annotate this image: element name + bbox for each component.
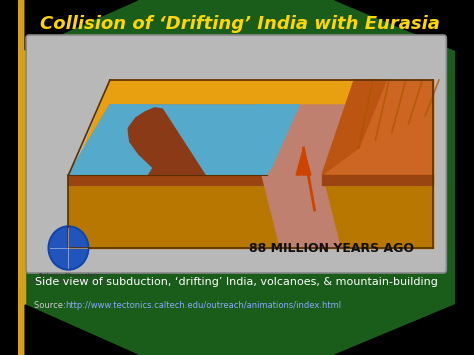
Polygon shape — [154, 105, 299, 175]
Text: Side view of subduction, ‘drifting’ India, volcanoes, & mountain-building: Side view of subduction, ‘drifting’ Indi… — [35, 277, 438, 287]
Polygon shape — [68, 175, 266, 185]
Polygon shape — [296, 148, 311, 175]
Bar — [18, 0, 25, 355]
Circle shape — [48, 226, 89, 270]
Polygon shape — [68, 80, 432, 185]
Text: 88 MILLION YEARS AGO: 88 MILLION YEARS AGO — [249, 241, 414, 255]
Polygon shape — [68, 105, 154, 175]
Polygon shape — [322, 175, 432, 185]
Polygon shape — [68, 185, 432, 248]
Text: Tectonics Observatory: Tectonics Observatory — [38, 273, 99, 278]
Polygon shape — [68, 105, 299, 175]
Polygon shape — [25, 0, 137, 50]
Text: http://www.tectonics.caltech.edu/outreach/animations/index.html: http://www.tectonics.caltech.edu/outreac… — [66, 300, 342, 310]
Polygon shape — [127, 106, 265, 175]
Polygon shape — [335, 305, 455, 355]
Text: California Institute of Technology: California Institute of Technology — [28, 279, 109, 284]
Polygon shape — [322, 80, 386, 175]
Polygon shape — [262, 175, 340, 248]
Circle shape — [50, 228, 87, 268]
Polygon shape — [262, 105, 354, 175]
Polygon shape — [322, 80, 432, 175]
Polygon shape — [68, 105, 299, 175]
Text: Collision of ‘Drifting’ India with Eurasia: Collision of ‘Drifting’ India with Euras… — [40, 15, 440, 33]
Polygon shape — [25, 305, 137, 355]
Polygon shape — [335, 0, 455, 50]
FancyBboxPatch shape — [26, 35, 447, 273]
Text: Source:: Source: — [34, 300, 69, 310]
